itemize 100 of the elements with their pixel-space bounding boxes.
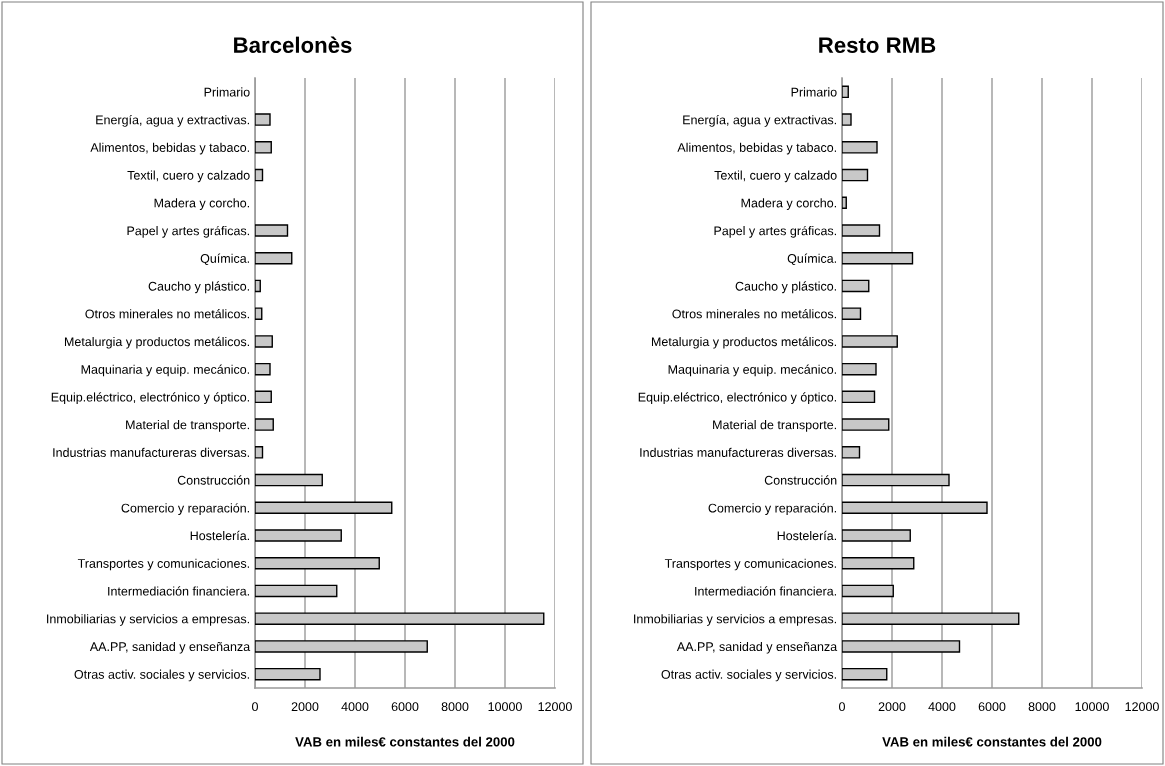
y-tick-label: Química. xyxy=(787,253,836,266)
y-tick-label: Otros minerales no metálicos. xyxy=(85,309,250,319)
y-tick-label: Química. xyxy=(200,253,249,266)
bar xyxy=(842,473,950,487)
bar xyxy=(255,584,338,598)
y-tick-label: Energía, agua y extractivas. xyxy=(683,114,837,127)
y-tick-label: Energía, agua y extractivas. xyxy=(96,114,250,127)
bar xyxy=(842,667,888,681)
x-tick-label: 8000 xyxy=(1028,702,1056,712)
bar xyxy=(255,612,545,625)
bar xyxy=(255,640,428,653)
y-tick-label: Transportes y comunicaciones. xyxy=(77,558,250,571)
y-tick-label: Otras activ. sociales y servicios. xyxy=(661,669,837,682)
y-tick-label: Equip.eléctrico, electrónico y óptico. xyxy=(51,392,250,405)
y-tick-label: Industrias manufactureras diversas. xyxy=(53,447,250,457)
y-tick-label: Caucho y plástico. xyxy=(735,281,836,294)
y-tick-label: Intermediación financiera. xyxy=(695,586,837,596)
bar xyxy=(842,85,849,99)
y-tick-label: Madera y corcho. xyxy=(154,198,250,210)
bar xyxy=(255,335,273,348)
bar xyxy=(255,529,342,542)
chart-title: Barcelonès xyxy=(234,36,352,53)
y-tick-label: Primario xyxy=(204,87,250,97)
y-tick-label: Papel y artes gráficas. xyxy=(714,225,837,238)
bar xyxy=(255,224,289,237)
bar xyxy=(842,584,894,598)
y-tick-label: Textil, cuero y calzado xyxy=(127,170,250,183)
bar xyxy=(842,501,988,515)
x-tick-label: 2000 xyxy=(878,702,906,712)
y-tick-label: Primario xyxy=(791,87,837,97)
bar xyxy=(842,390,876,404)
x-axis-title: VAB en miles€ constantes del 2000 xyxy=(295,736,515,747)
x-tick-label: 8000 xyxy=(441,702,469,712)
y-tick-label: Papel y artes gráficas. xyxy=(127,225,250,238)
y-tick-label: Alimentos, bebidas y tabaco. xyxy=(677,142,837,155)
y-tick-label: Otros minerales no metálicos. xyxy=(672,309,837,319)
y-tick-label: Industrias manufactureras diversas. xyxy=(640,447,837,457)
y-tick-label: Material de transporte. xyxy=(713,420,837,432)
y-tick-label: Inmobiliarias y servicios a empresas. xyxy=(634,614,837,626)
y-tick-label: Inmobiliarias y servicios a empresas. xyxy=(47,614,250,626)
bar xyxy=(842,141,878,154)
y-tick-label: Otras activ. sociales y servicios. xyxy=(74,669,250,682)
bar xyxy=(842,446,861,459)
y-tick-label: Caucho y plástico. xyxy=(148,281,249,294)
x-tick-label: 10000 xyxy=(1075,702,1109,712)
x-tick-label: 6000 xyxy=(978,702,1006,712)
y-tick-label: Hostelería. xyxy=(190,530,249,541)
bar xyxy=(842,529,911,542)
bar xyxy=(842,418,890,431)
bar xyxy=(842,362,877,376)
y-tick-label: Equip.eléctrico, electrónico y óptico. xyxy=(638,392,837,405)
bar xyxy=(255,141,272,154)
x-tick-label: 0 xyxy=(252,702,258,712)
y-tick-label: Maquinaria y equip. mecánico. xyxy=(668,364,837,377)
bar xyxy=(255,168,264,182)
x-tick-label: 10000 xyxy=(488,702,522,712)
bar xyxy=(255,556,380,570)
bar xyxy=(842,612,1020,625)
bar xyxy=(842,335,898,348)
bar xyxy=(255,390,272,404)
bar xyxy=(842,556,915,570)
y-tick-label: Transportes y comunicaciones. xyxy=(664,558,837,571)
bar xyxy=(255,473,323,487)
y-tick-label: Material de transporte. xyxy=(126,420,250,432)
x-tick-label: 2000 xyxy=(291,702,319,712)
y-tick-label: Madera y corcho. xyxy=(741,198,837,210)
y-tick-label: Intermediación financiera. xyxy=(108,586,250,596)
bar xyxy=(842,196,847,210)
y-tick-label: Comercio y reparación. xyxy=(121,503,250,515)
y-tick-label: Construcción xyxy=(177,475,250,485)
x-axis-title: VAB en miles€ constantes del 2000 xyxy=(882,736,1102,747)
bar xyxy=(255,446,264,459)
y-tick-label: AA.PP, sanidad y enseñanza xyxy=(676,641,838,654)
y-tick-label: Metalurgia y productos metálicos. xyxy=(651,336,837,349)
x-tick-label: 0 xyxy=(839,702,845,712)
bar xyxy=(842,251,914,265)
bar xyxy=(255,362,271,376)
y-tick-label: Maquinaria y equip. mecánico. xyxy=(81,364,250,377)
bar xyxy=(842,168,869,182)
y-tick-label: Metalurgia y productos metálicos. xyxy=(64,336,250,349)
bar xyxy=(842,113,852,126)
y-tick-label: Construcción xyxy=(764,475,837,485)
bar xyxy=(255,418,274,431)
bar xyxy=(842,640,961,653)
bar xyxy=(255,667,321,681)
bar xyxy=(255,279,261,293)
bar xyxy=(842,279,870,293)
x-tick-label: 4000 xyxy=(928,702,956,712)
x-tick-label: 12000 xyxy=(1125,702,1159,712)
bar xyxy=(842,224,881,237)
bar xyxy=(255,113,271,126)
y-tick-label: Textil, cuero y calzado xyxy=(714,170,837,183)
x-tick-label: 6000 xyxy=(391,702,419,712)
y-tick-label: Alimentos, bebidas y tabaco. xyxy=(90,142,250,155)
y-tick-label: Comercio y reparación. xyxy=(708,503,837,515)
y-tick-label: AA.PP, sanidad y enseñanza xyxy=(89,641,251,654)
y-tick-label: Hostelería. xyxy=(777,530,836,541)
x-tick-label: 12000 xyxy=(538,702,572,712)
bar xyxy=(255,307,263,320)
bar xyxy=(255,501,393,515)
